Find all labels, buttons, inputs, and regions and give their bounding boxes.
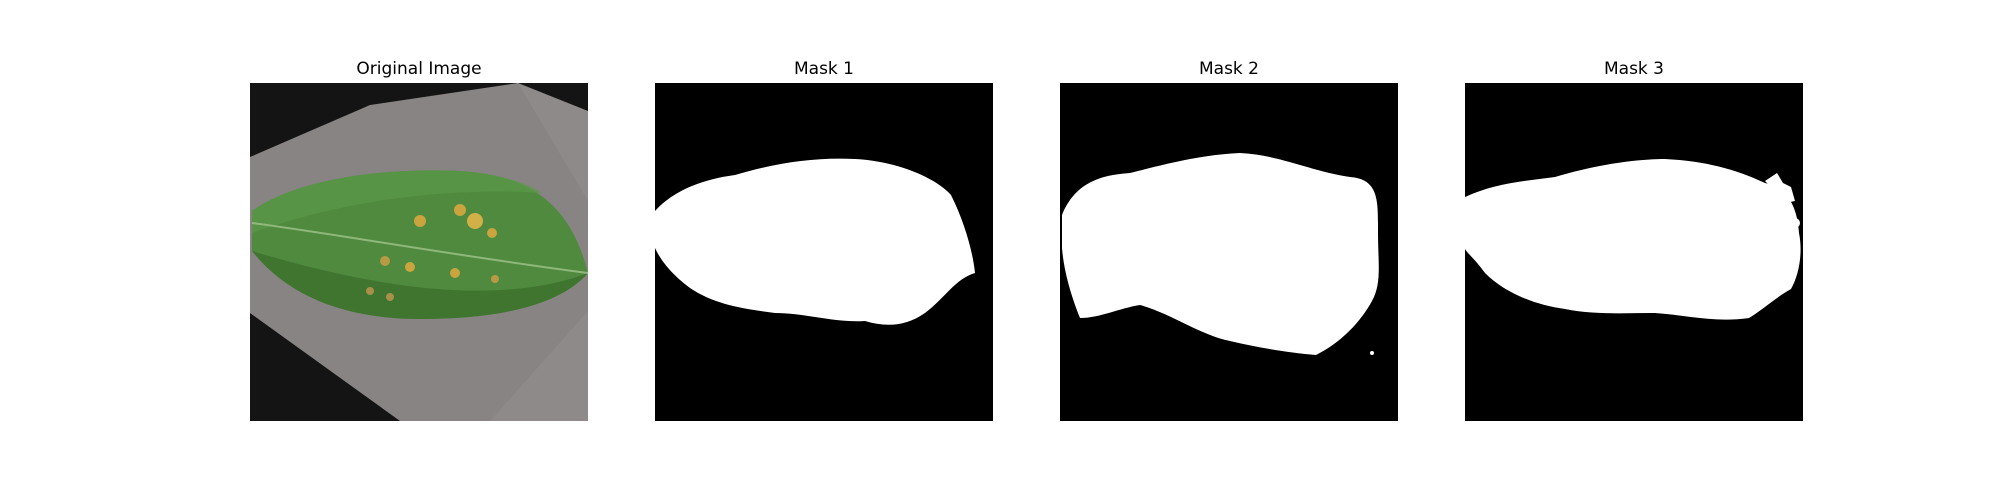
panel-title-mask-1: Mask 1 bbox=[793, 59, 854, 79]
panel-mask-2: Mask 2 bbox=[1060, 55, 1398, 421]
panel-title-mask-2: Mask 2 bbox=[1198, 59, 1259, 79]
mask-1-image bbox=[655, 83, 993, 421]
panel-mask-3: Mask 3 bbox=[1465, 55, 1803, 421]
original-leaf-image bbox=[250, 83, 588, 421]
panel-mask-1: Mask 1 bbox=[655, 55, 993, 421]
mask-2-image bbox=[1060, 83, 1398, 421]
mask-3-image bbox=[1465, 83, 1803, 421]
panel-title-original: Original Image bbox=[356, 59, 482, 79]
panel-original-image: Original Image bbox=[250, 55, 588, 421]
panel-title-mask-3: Mask 3 bbox=[1603, 59, 1664, 79]
